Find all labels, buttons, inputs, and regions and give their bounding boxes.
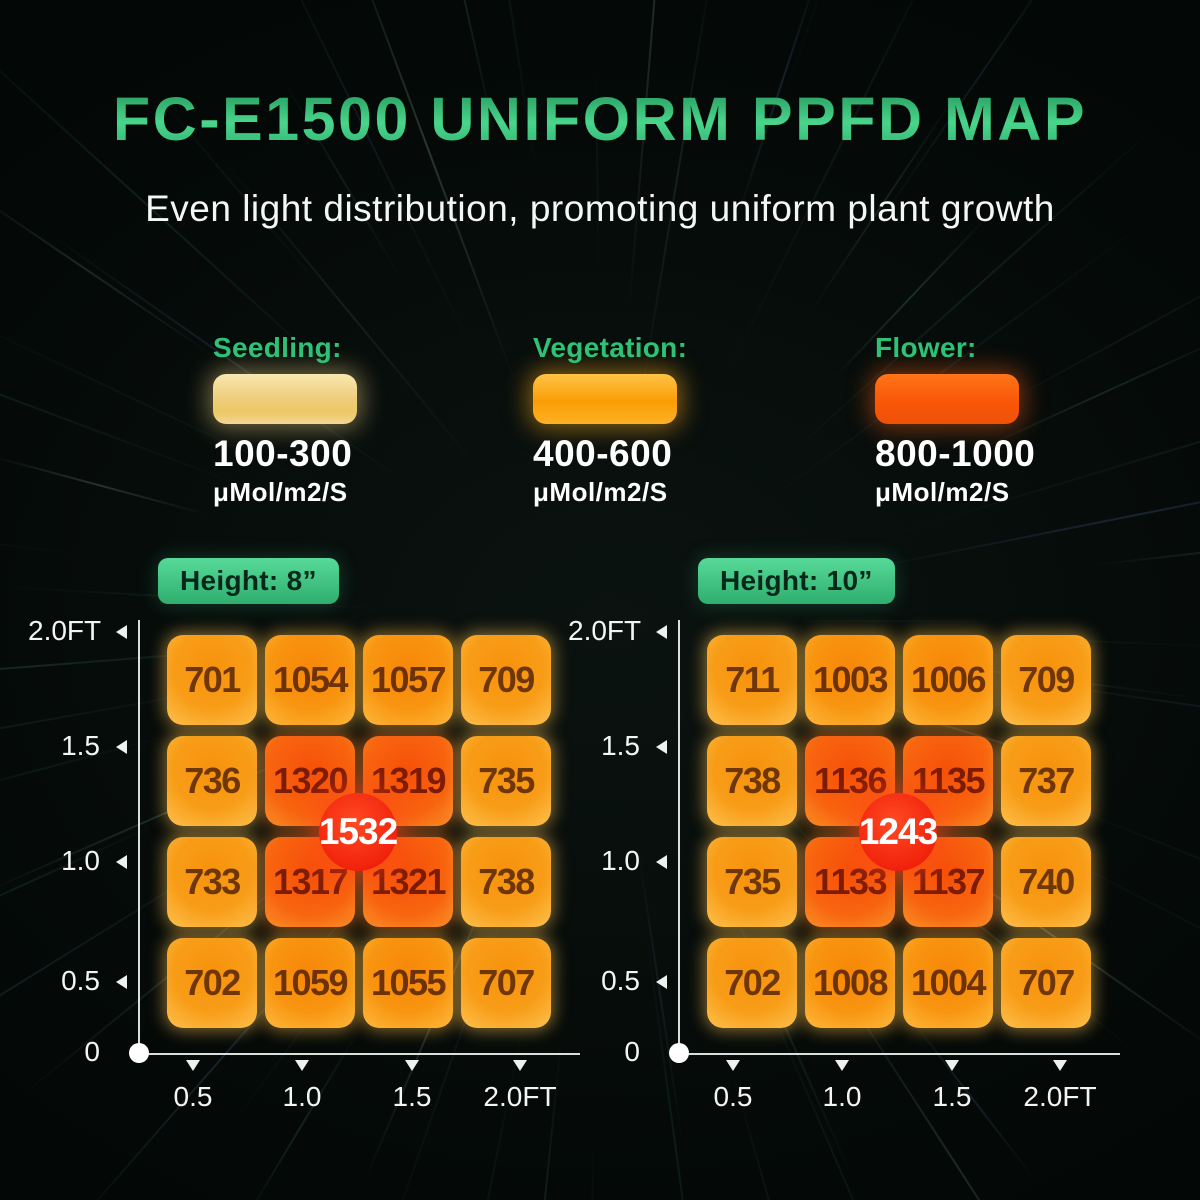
left-arrow-icon <box>116 855 127 869</box>
left-arrow-icon <box>656 625 667 639</box>
legend-item-flower: Flower: 800-1000 μMol/m2/S <box>875 332 1035 508</box>
down-arrow-icon <box>945 1060 959 1071</box>
down-arrow-icon <box>513 1060 527 1071</box>
x-axis-line <box>678 1053 1120 1055</box>
legend-range: 100-300 <box>213 433 353 474</box>
ppfd-cell: 1137 <box>903 837 993 927</box>
ppfd-cell: 1003 <box>805 635 895 725</box>
x-axis-tick: 1.0 <box>797 1060 887 1113</box>
x-axis-tick: 1.0 <box>257 1060 347 1113</box>
legend-unit: μMol/m2/S <box>533 477 668 507</box>
legend-label: Vegetation: <box>533 332 688 363</box>
legend-unit: μMol/m2/S <box>875 477 1010 507</box>
left-arrow-icon <box>656 975 667 989</box>
x-axis-tick: 1.5 <box>367 1060 457 1113</box>
down-arrow-icon <box>295 1060 309 1071</box>
down-arrow-icon <box>1053 1060 1067 1071</box>
ppfd-cell: 738 <box>461 837 551 927</box>
x-axis-tick: 0.5 <box>688 1060 778 1113</box>
ppfd-cell: 740 <box>1001 837 1091 927</box>
legend-label: Seedling: <box>213 332 342 363</box>
y-axis-label: 1.5 <box>601 730 640 761</box>
ppfd-cell: 1133 <box>805 837 895 927</box>
y-axis-label: 0.5 <box>601 965 640 996</box>
x-axis-line <box>138 1053 580 1055</box>
y-axis-line <box>138 620 140 1055</box>
ppfd-cell: 701 <box>167 635 257 725</box>
ppfd-cell: 1059 <box>265 938 355 1028</box>
ppfd-cell: 709 <box>461 635 551 725</box>
y-axis-label: 0 <box>84 1036 100 1067</box>
ppfd-cell: 711 <box>707 635 797 725</box>
down-arrow-icon <box>186 1060 200 1071</box>
y-axis-label: 1.0 <box>61 845 100 876</box>
left-arrow-icon <box>656 740 667 754</box>
peak-value-badge: 1532 <box>319 793 398 871</box>
legend-item-seedling: Seedling: 100-300 μMol/m2/S <box>213 332 357 508</box>
legend-label: Flower: <box>875 332 977 363</box>
ppfd-cell: 1317 <box>265 837 355 927</box>
ppfd-cell: 736 <box>167 736 257 826</box>
ppfd-cell: 738 <box>707 736 797 826</box>
legend-range: 800-1000 <box>875 433 1036 474</box>
x-axis-tick: 2.0FT <box>1015 1060 1105 1113</box>
ppfd-cell: 707 <box>461 938 551 1028</box>
ppfd-cell: 1319 <box>363 736 453 826</box>
ppfd-cell: 1006 <box>903 635 993 725</box>
ppfd-cell: 1054 <box>265 635 355 725</box>
down-arrow-icon <box>835 1060 849 1071</box>
ppfd-cell: 737 <box>1001 736 1091 826</box>
left-arrow-icon <box>116 625 127 639</box>
y-axis-line <box>678 620 680 1055</box>
ppfd-cell: 735 <box>461 736 551 826</box>
y-axis-label: 1.5 <box>61 730 100 761</box>
ppfd-chart-8in: Height: 8” 2.0FT 1.5 1.0 0.5 0 701 1054 … <box>28 556 628 1156</box>
ppfd-cell: 1008 <box>805 938 895 1028</box>
y-axis-label: 0 <box>624 1036 640 1067</box>
x-axis-tick: 0.5 <box>148 1060 238 1113</box>
seedling-swatch <box>213 374 357 424</box>
ppfd-cell: 733 <box>167 837 257 927</box>
ppfd-cell: 702 <box>707 938 797 1028</box>
origin-point <box>669 1043 689 1063</box>
left-arrow-icon <box>656 855 667 869</box>
height-badge: Height: 8” <box>158 558 339 604</box>
page-title: FC-E1500 UNIFORM PPFD MAP <box>0 84 1200 154</box>
peak-value-badge: 1243 <box>859 793 938 871</box>
down-arrow-icon <box>405 1060 419 1071</box>
y-axis-label: 1.0 <box>601 845 640 876</box>
ppfd-cell: 1057 <box>363 635 453 725</box>
ppfd-chart-10in: Height: 10” 2.0FT 1.5 1.0 0.5 0 711 1003… <box>568 556 1168 1156</box>
left-arrow-icon <box>116 740 127 754</box>
ppfd-cell: 709 <box>1001 635 1091 725</box>
y-axis-label: 2.0FT <box>28 615 102 646</box>
y-axis-label: 2.0FT <box>568 615 642 646</box>
y-axis-label: 0.5 <box>61 965 100 996</box>
ppfd-cell: 1055 <box>363 938 453 1028</box>
x-axis-tick: 2.0FT <box>475 1060 565 1113</box>
legend-unit: μMol/m2/S <box>213 477 348 507</box>
ppfd-cell: 1321 <box>363 837 453 927</box>
flower-swatch <box>875 374 1019 424</box>
ppfd-cell: 1004 <box>903 938 993 1028</box>
legend-range: 400-600 <box>533 433 673 474</box>
legend-item-vegetation: Vegetation: 400-600 μMol/m2/S <box>533 332 687 508</box>
ppfd-cell: 702 <box>167 938 257 1028</box>
origin-point <box>129 1043 149 1063</box>
x-axis-tick: 1.5 <box>907 1060 997 1113</box>
vegetation-swatch <box>533 374 677 424</box>
height-badge: Height: 10” <box>698 558 895 604</box>
ppfd-cell: 707 <box>1001 938 1091 1028</box>
ppfd-cell: 735 <box>707 837 797 927</box>
page-subtitle: Even light distribution, promoting unifo… <box>145 188 1055 229</box>
left-arrow-icon <box>116 975 127 989</box>
down-arrow-icon <box>726 1060 740 1071</box>
